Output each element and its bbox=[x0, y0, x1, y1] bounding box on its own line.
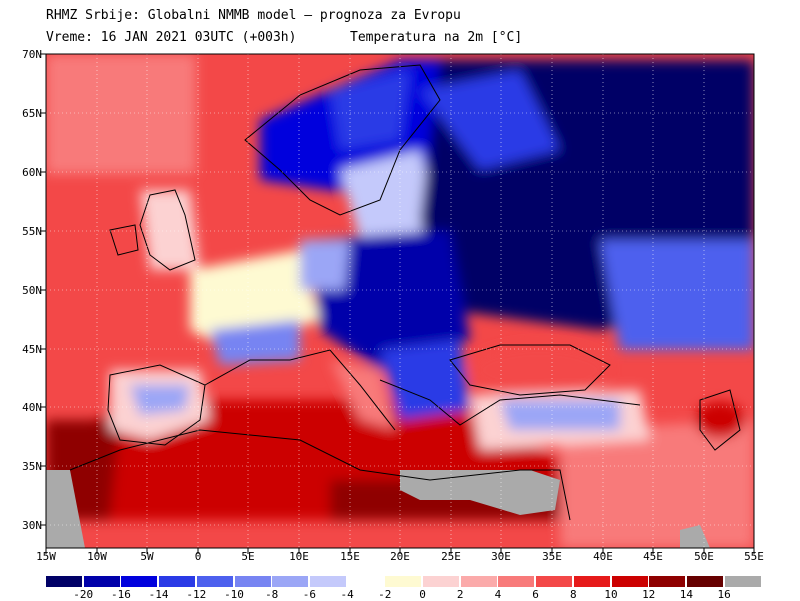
colorbar-label: 16 bbox=[717, 588, 731, 601]
lat-label: 55N bbox=[22, 225, 42, 238]
colorbar-swatch bbox=[121, 576, 158, 587]
colorbar-label: -4 bbox=[340, 588, 354, 601]
lat-label: 35N bbox=[22, 460, 42, 473]
lon-label: 10W bbox=[87, 550, 107, 563]
lon-label: 5W bbox=[140, 550, 154, 563]
colorbar-swatch bbox=[460, 576, 497, 587]
coastlines bbox=[69, 64, 741, 521]
colorbar-swatch bbox=[536, 576, 573, 587]
colorbar-swatch bbox=[272, 576, 309, 587]
lat-label: 50N bbox=[22, 284, 42, 297]
forecast-time: Vreme: 16 JAN 2021 03UTC (+003h) bbox=[46, 30, 297, 45]
lon-label: 25E bbox=[441, 550, 461, 563]
middle-east bbox=[560, 420, 754, 548]
colorbar-swatch bbox=[611, 576, 648, 587]
map-title: RHMZ Srbije: Globalni NMMB model — progn… bbox=[46, 8, 461, 23]
colorbar-swatch bbox=[159, 576, 196, 587]
colorbar-swatch bbox=[423, 576, 459, 587]
axis-ticks bbox=[40, 53, 755, 554]
lon-label: 55E bbox=[744, 550, 764, 563]
lon-label: 45E bbox=[643, 550, 663, 563]
colorbar-label: 0 bbox=[419, 588, 426, 601]
lon-label: 0 bbox=[194, 550, 202, 563]
masked-area-west bbox=[46, 470, 85, 548]
colorbar-swatch bbox=[234, 576, 271, 587]
colorbar-label: 2 bbox=[456, 588, 464, 601]
colorbar-label: 6 bbox=[532, 588, 539, 601]
britain bbox=[140, 190, 200, 270]
lon-label: 40E bbox=[593, 550, 613, 563]
colorbar-label: -20 bbox=[73, 588, 94, 601]
lat-label: 30N bbox=[22, 519, 42, 532]
lon-label: 35E bbox=[542, 550, 562, 563]
colorbar-swatch bbox=[686, 576, 723, 587]
atlantic-north bbox=[46, 54, 196, 174]
masked-area-gulf bbox=[680, 525, 710, 548]
lat-label: 45N bbox=[22, 343, 42, 356]
colorbar-swatch bbox=[649, 576, 686, 587]
italy bbox=[330, 360, 395, 430]
colorbar-swatch bbox=[724, 576, 761, 587]
colorbar-label: 4 bbox=[494, 588, 502, 601]
alps-cold bbox=[210, 320, 300, 365]
colorbar-label: -14 bbox=[148, 588, 169, 601]
lon-label: 50E bbox=[694, 550, 714, 563]
balkans-cold bbox=[380, 340, 470, 420]
colorbar-label: -16 bbox=[110, 588, 131, 601]
lon-label: 15E bbox=[340, 550, 360, 563]
masked-area-egypt bbox=[400, 470, 560, 515]
lat-label: 40N bbox=[22, 401, 42, 414]
lat-label: 65N bbox=[22, 107, 42, 120]
colorbar-label: -8 bbox=[265, 588, 279, 601]
lon-label: 20E bbox=[390, 550, 410, 563]
colorbar-swatch bbox=[573, 576, 610, 587]
colorbar-swatch bbox=[498, 576, 535, 587]
colorbar-swatch bbox=[83, 576, 120, 587]
colorbar-swatch bbox=[347, 576, 384, 587]
colorbar-label: -10 bbox=[224, 588, 244, 601]
colorbar-label: 14 bbox=[679, 588, 694, 601]
baltic-sea bbox=[340, 150, 440, 240]
colorbar-label: 10 bbox=[604, 588, 618, 601]
kazakh-steppe bbox=[600, 240, 754, 350]
lat-label: 70N bbox=[22, 48, 42, 61]
lon-label: 10E bbox=[289, 550, 309, 563]
variable-name: Temperatura na 2m [°C] bbox=[350, 30, 523, 45]
colorbar-label: -12 bbox=[186, 588, 207, 601]
finland-cold bbox=[420, 70, 560, 170]
colorbar-swatch bbox=[196, 576, 233, 587]
black-sea bbox=[470, 344, 610, 396]
colorbar-label: -6 bbox=[302, 588, 317, 601]
germany-cool bbox=[300, 240, 350, 290]
colorbar-label: 12 bbox=[642, 588, 656, 601]
colorbar-swatch bbox=[385, 576, 422, 587]
lon-label: 5E bbox=[241, 550, 255, 563]
colorbar-label: 8 bbox=[569, 588, 577, 601]
caspian-warm bbox=[695, 402, 745, 438]
colorbar-swatch bbox=[46, 576, 82, 587]
lat-label: 60N bbox=[22, 166, 42, 179]
iberia-cold bbox=[130, 385, 190, 415]
lon-label: 30E bbox=[491, 550, 511, 563]
anatolia-cold bbox=[500, 400, 620, 430]
colorbar-label: -2 bbox=[378, 588, 392, 601]
colorbar-swatch bbox=[309, 576, 346, 587]
lon-label: 15W bbox=[36, 550, 56, 563]
